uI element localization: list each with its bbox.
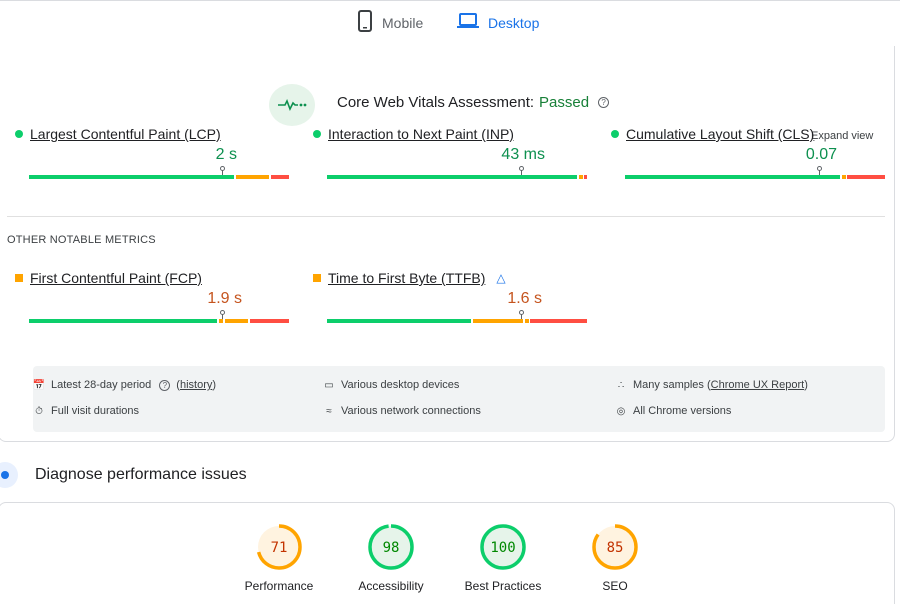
metric-cls-link[interactable]: Cumulative Layout Shift (CLS) [626, 126, 815, 142]
diagnose-section-icon [0, 462, 18, 488]
good-status-dot-icon [313, 130, 321, 138]
metric-ttfb-marker [519, 310, 524, 323]
metric-lcp-link[interactable]: Largest Contentful Paint (LCP) [30, 126, 221, 142]
metric-ttfb-value: 1.6 s [507, 290, 542, 307]
metric-cls-value: 0.07 [805, 146, 837, 163]
score-gauge-seo: 85 [592, 524, 638, 570]
chrome-icon: ◎ [616, 405, 626, 417]
top-divider [0, 0, 900, 1]
metric-inp-link[interactable]: Interaction to Next Paint (INP) [328, 126, 514, 142]
score-seo-value: 85 [607, 540, 624, 556]
cwv-assessment-heading: Core Web Vitals Assessment: Passed ? [337, 94, 610, 111]
tab-mobile[interactable]: Mobile [357, 10, 423, 46]
score-performance-label: Performance [244, 579, 314, 593]
info-devices-text: Various desktop devices [341, 379, 460, 391]
expand-view-link[interactable]: Expand view [811, 130, 874, 142]
info-period: 📅 Latest 28-day period ? (history) [33, 379, 216, 391]
needs-improvement-square-icon [313, 274, 321, 282]
samples-icon: ∴ [617, 379, 625, 391]
score-accessibility[interactable]: 98 Accessibility [346, 523, 436, 593]
metric-inp-distribution-bar [327, 166, 587, 179]
score-performance[interactable]: 71 Performance [234, 523, 324, 593]
metric-ttfb-link[interactable]: Time to First Byte (TTFB) [328, 270, 486, 286]
tab-mobile-label: Mobile [382, 15, 424, 31]
stopwatch-icon: ⏱ [35, 405, 43, 417]
metric-fcp-marker [220, 310, 225, 323]
good-status-dot-icon [611, 130, 619, 138]
metric-cls-distribution-bar [625, 166, 885, 179]
info-durations: ⏱ Full visit durations [33, 405, 139, 417]
metric-fcp-value: 1.9 s [207, 290, 242, 307]
metric-cls-marker [817, 166, 822, 179]
devices-icon: ▭ [324, 379, 334, 391]
mobile-phone-icon [358, 10, 372, 32]
metric-fcp: First Contentful Paint (FCP) 1.9 s [15, 270, 289, 334]
tab-desktop-label: Desktop [488, 15, 540, 31]
other-metrics-heading: OTHER NOTABLE METRICS [7, 234, 156, 246]
data-source-info-panel: 📅 Latest 28-day period ? (history) ▭ Var… [33, 366, 885, 432]
score-gauge-performance: 71 [256, 524, 302, 570]
metric-inp-marker [519, 166, 524, 179]
info-samples-text: Many samples (Chrome UX Report) [633, 379, 808, 391]
diagnose-heading: Diagnose performance issues [35, 466, 247, 483]
needs-improvement-square-icon [15, 274, 23, 282]
cwv-status: Passed [539, 94, 590, 111]
metric-inp: Interaction to Next Paint (INP) 43 ms [313, 126, 587, 190]
experimental-flask-icon[interactable]: △ [496, 271, 506, 285]
score-seo-label: SEO [602, 579, 628, 593]
metric-lcp: Largest Contentful Paint (LCP) 2 s [15, 126, 289, 190]
info-samples-suffix: ) [804, 379, 808, 391]
score-best-practices-value: 100 [490, 540, 515, 556]
vitals-pulse-icon [269, 84, 315, 126]
info-samples: ∴ Many samples (Chrome UX Report) [615, 379, 808, 391]
metric-ttfb: Time to First Byte (TTFB) △ 1.6 s [313, 270, 587, 334]
help-icon[interactable]: ? [598, 97, 610, 108]
info-chrome-text: All Chrome versions [633, 405, 732, 417]
metric-fcp-distribution-bar [29, 310, 289, 323]
info-devices: ▭ Various desktop devices [323, 379, 459, 391]
info-samples-prefix: Many samples ( [633, 379, 711, 391]
history-link-wrapper: (history) [176, 379, 217, 391]
metric-ttfb-distribution-bar [327, 310, 587, 323]
metric-inp-value: 43 ms [501, 146, 545, 163]
device-tabs: Mobile Desktop [0, 10, 900, 57]
tab-desktop[interactable]: Desktop [457, 10, 539, 46]
score-accessibility-label: Accessibility [358, 579, 424, 593]
info-durations-text: Full visit durations [51, 405, 140, 417]
info-period-text: Latest 28-day period [51, 379, 152, 391]
history-link[interactable]: history [179, 379, 213, 391]
metric-lcp-marker [220, 166, 225, 179]
chrome-ux-report-link[interactable]: Chrome UX Report [710, 379, 805, 391]
core-web-vitals-card: Core Web Vitals Assessment: Passed ? Exp… [0, 46, 895, 442]
good-status-dot-icon [15, 130, 23, 138]
score-performance-value: 71 [271, 540, 288, 556]
wifi-icon: ≈ [326, 405, 332, 417]
score-seo[interactable]: 85 SEO [570, 523, 660, 593]
calendar-icon: 📅 [32, 379, 46, 391]
metric-lcp-value: 2 s [215, 146, 237, 163]
cwv-assessment-title: Core Web Vitals Assessment: [337, 94, 535, 111]
score-gauge-best-practices: 100 [480, 524, 526, 570]
score-best-practices-label: Best Practices [464, 579, 542, 593]
help-icon[interactable]: ? [159, 379, 171, 391]
info-network-text: Various network connections [341, 405, 481, 417]
score-accessibility-value: 98 [383, 540, 400, 556]
score-best-practices[interactable]: 100 Best Practices [458, 523, 548, 593]
metric-cls: Cumulative Layout Shift (CLS) 0.07 [611, 126, 885, 190]
metric-fcp-link[interactable]: First Contentful Paint (FCP) [30, 270, 202, 286]
laptop-icon [457, 13, 479, 28]
metric-lcp-distribution-bar [29, 166, 289, 179]
info-chrome: ◎ All Chrome versions [615, 405, 732, 417]
lighthouse-scores-card: 71 Performance 98 Accessibility 100 Best… [0, 502, 895, 604]
section-divider [7, 216, 885, 217]
info-network: ≈ Various network connections [323, 405, 481, 417]
score-gauge-accessibility: 98 [368, 524, 414, 570]
